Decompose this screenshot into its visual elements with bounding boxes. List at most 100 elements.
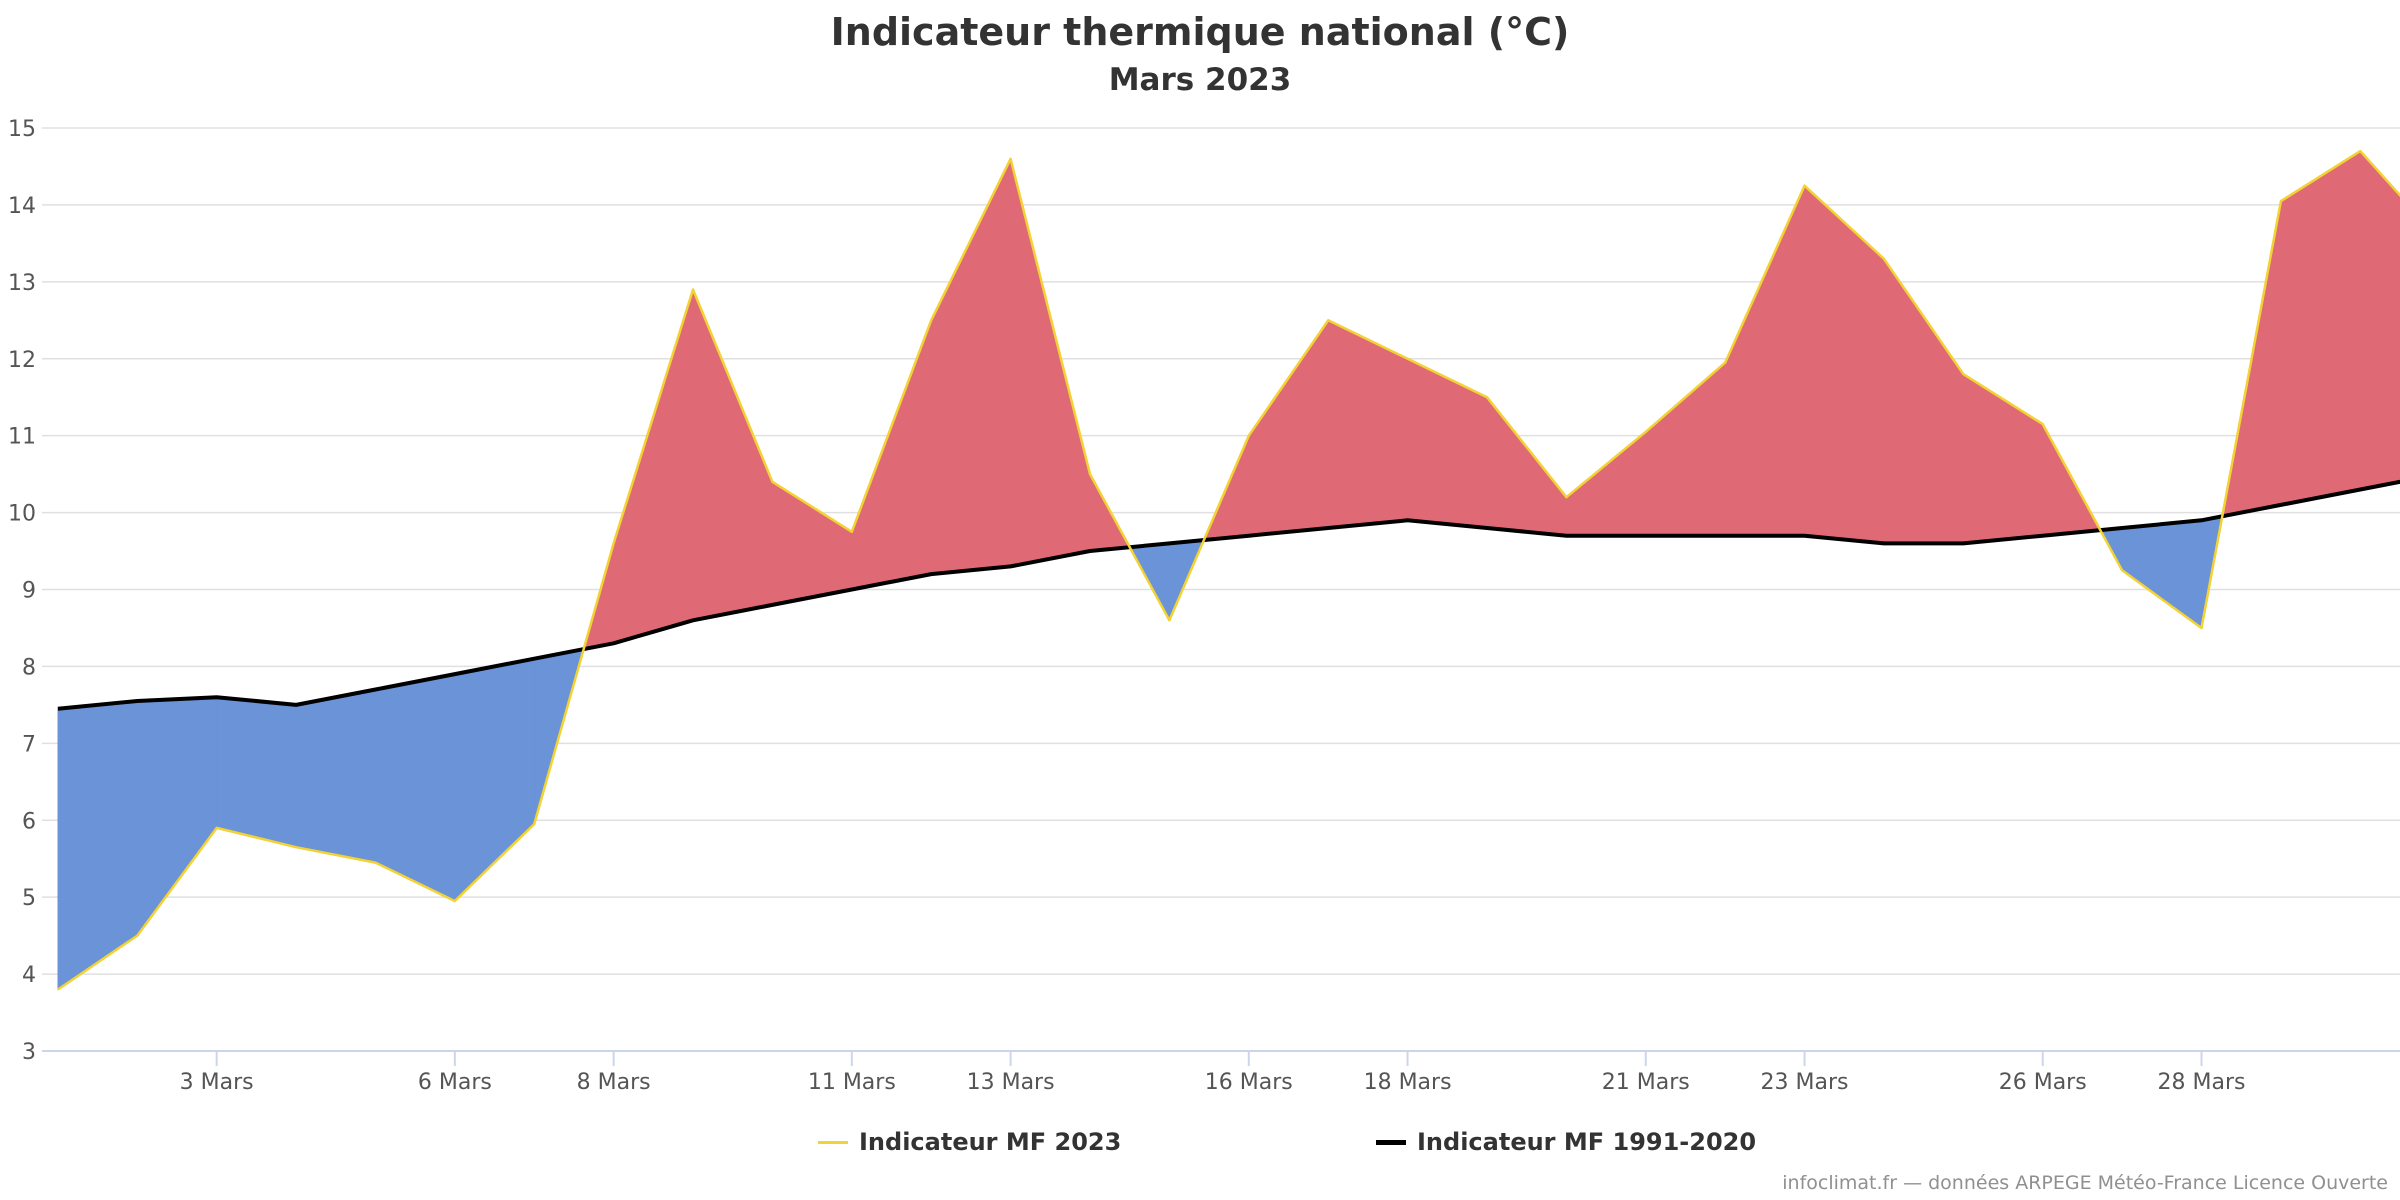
data-point-normal[interactable] bbox=[1087, 548, 1093, 554]
chart-title: Indicateur thermique national (°C) bbox=[830, 10, 1570, 54]
y-tick-label: 15 bbox=[8, 117, 36, 142]
legend-item-2023[interactable]: Indicateur MF 2023 bbox=[818, 1128, 1121, 1156]
data-point-normal[interactable] bbox=[1405, 517, 1411, 523]
data-point-2023[interactable] bbox=[611, 540, 617, 546]
data-point-normal[interactable] bbox=[1563, 533, 1569, 539]
data-point-normal[interactable] bbox=[452, 671, 458, 677]
data-point-normal[interactable] bbox=[1484, 525, 1490, 531]
anomaly-fill-above bbox=[1010, 158, 1091, 567]
data-point-normal[interactable] bbox=[2119, 525, 2125, 531]
data-point-2023[interactable] bbox=[55, 986, 61, 992]
data-point-normal[interactable] bbox=[55, 706, 61, 712]
data-point-2023[interactable] bbox=[1166, 617, 1172, 623]
data-point-2023[interactable] bbox=[293, 844, 299, 850]
data-point-2023[interactable] bbox=[2119, 567, 2125, 573]
data-point-2023[interactable] bbox=[2199, 625, 2205, 631]
anomaly-fill-below bbox=[2121, 519, 2202, 629]
data-point-normal[interactable] bbox=[372, 686, 378, 692]
x-tick-label: 8 Mars bbox=[577, 1070, 651, 1095]
data-point-normal[interactable] bbox=[611, 640, 617, 646]
data-point-2023[interactable] bbox=[1643, 429, 1649, 435]
data-point-2023[interactable] bbox=[214, 825, 220, 831]
data-point-2023[interactable] bbox=[531, 821, 537, 827]
data-point-2023[interactable] bbox=[1008, 156, 1014, 162]
x-tick-label: 28 Mars bbox=[2158, 1070, 2246, 1095]
series-lines bbox=[55, 148, 2400, 992]
data-point-2023[interactable] bbox=[1405, 356, 1411, 362]
anomaly-fill-above bbox=[1883, 257, 1964, 544]
anomaly-fill-below bbox=[216, 696, 297, 848]
data-point-normal[interactable] bbox=[293, 702, 299, 708]
y-tick-label: 13 bbox=[8, 271, 36, 296]
y-tick-label: 8 bbox=[22, 655, 36, 680]
data-point-normal[interactable] bbox=[1325, 525, 1331, 531]
anomaly-fill-above bbox=[1724, 185, 1805, 537]
data-point-2023[interactable] bbox=[452, 898, 458, 904]
data-point-2023[interactable] bbox=[2040, 421, 2046, 427]
data-point-normal[interactable] bbox=[134, 698, 140, 704]
data-point-2023[interactable] bbox=[1484, 394, 1490, 400]
data-point-normal[interactable] bbox=[1246, 533, 1252, 539]
data-point-2023[interactable] bbox=[1563, 494, 1569, 500]
data-point-2023[interactable] bbox=[2357, 148, 2363, 154]
anomaly-fill-above bbox=[2280, 150, 2361, 506]
data-point-normal[interactable] bbox=[1722, 533, 1728, 539]
data-point-2023[interactable] bbox=[1246, 433, 1252, 439]
series-line-2023[interactable] bbox=[57, 149, 2400, 991]
data-point-2023[interactable] bbox=[2278, 198, 2284, 204]
anomaly-fill-above bbox=[1486, 396, 1567, 537]
data-point-2023[interactable] bbox=[1087, 471, 1093, 477]
y-tick-label: 6 bbox=[22, 809, 36, 834]
legend-item-normal[interactable]: Indicateur MF 1991-2020 bbox=[1376, 1128, 1756, 1156]
data-point-normal[interactable] bbox=[214, 694, 220, 700]
data-point-normal[interactable] bbox=[1881, 540, 1887, 546]
data-point-normal[interactable] bbox=[1960, 540, 1966, 546]
data-point-normal[interactable] bbox=[2357, 487, 2363, 493]
data-point-normal[interactable] bbox=[769, 602, 775, 608]
data-point-2023[interactable] bbox=[849, 529, 855, 535]
y-tick-label: 10 bbox=[8, 502, 36, 527]
y-tick-label: 5 bbox=[22, 886, 36, 911]
y-tick-label: 9 bbox=[22, 579, 36, 604]
data-point-2023[interactable] bbox=[1960, 371, 1966, 377]
y-tick-label: 3 bbox=[22, 1040, 36, 1065]
anomaly-fill-above bbox=[1645, 361, 1726, 537]
data-point-2023[interactable] bbox=[928, 317, 934, 323]
anomaly-fill-below bbox=[454, 658, 535, 902]
data-point-normal[interactable] bbox=[928, 571, 934, 577]
data-point-2023[interactable] bbox=[134, 933, 140, 939]
data-point-2023[interactable] bbox=[769, 479, 775, 485]
data-point-normal[interactable] bbox=[690, 617, 696, 623]
data-point-2023[interactable] bbox=[690, 287, 696, 293]
data-point-normal[interactable] bbox=[2278, 502, 2284, 508]
data-point-normal[interactable] bbox=[531, 656, 537, 662]
data-point-normal[interactable] bbox=[849, 587, 855, 593]
anomaly-fill-below bbox=[295, 689, 376, 864]
data-point-2023[interactable] bbox=[1802, 183, 1808, 189]
legend-swatch-2023 bbox=[818, 1140, 848, 1144]
x-tick-label: 23 Mars bbox=[1761, 1070, 1849, 1095]
data-point-normal[interactable] bbox=[2040, 533, 2046, 539]
y-tick-label: 14 bbox=[8, 194, 36, 219]
x-tick-label: 13 Mars bbox=[967, 1070, 1055, 1095]
data-point-2023[interactable] bbox=[372, 860, 378, 866]
data-point-normal[interactable] bbox=[1643, 533, 1649, 539]
data-point-normal[interactable] bbox=[1008, 563, 1014, 569]
data-point-normal[interactable] bbox=[2199, 517, 2205, 523]
data-point-normal[interactable] bbox=[1802, 533, 1808, 539]
series-line-normal[interactable] bbox=[57, 474, 2400, 711]
anomaly-fill-above bbox=[772, 481, 853, 606]
x-tick-label: 21 Mars bbox=[1602, 1070, 1690, 1095]
anomaly-fill-above bbox=[1566, 430, 1647, 537]
data-point-2023[interactable] bbox=[1881, 256, 1887, 262]
data-point-normal[interactable] bbox=[1166, 540, 1172, 546]
data-point-2023[interactable] bbox=[1722, 360, 1728, 366]
anomaly-fill-above bbox=[1327, 319, 1408, 529]
legend-swatch-normal bbox=[1376, 1139, 1406, 1145]
x-tick-label: 18 Mars bbox=[1364, 1070, 1452, 1095]
credits-text[interactable]: infoclimat.fr — données ARPEGE Météo-Fra… bbox=[1782, 1172, 2388, 1194]
data-point-2023[interactable] bbox=[1325, 317, 1331, 323]
x-tick-label: 26 Mars bbox=[1999, 1070, 2087, 1095]
anomaly-fill-above bbox=[613, 289, 694, 644]
